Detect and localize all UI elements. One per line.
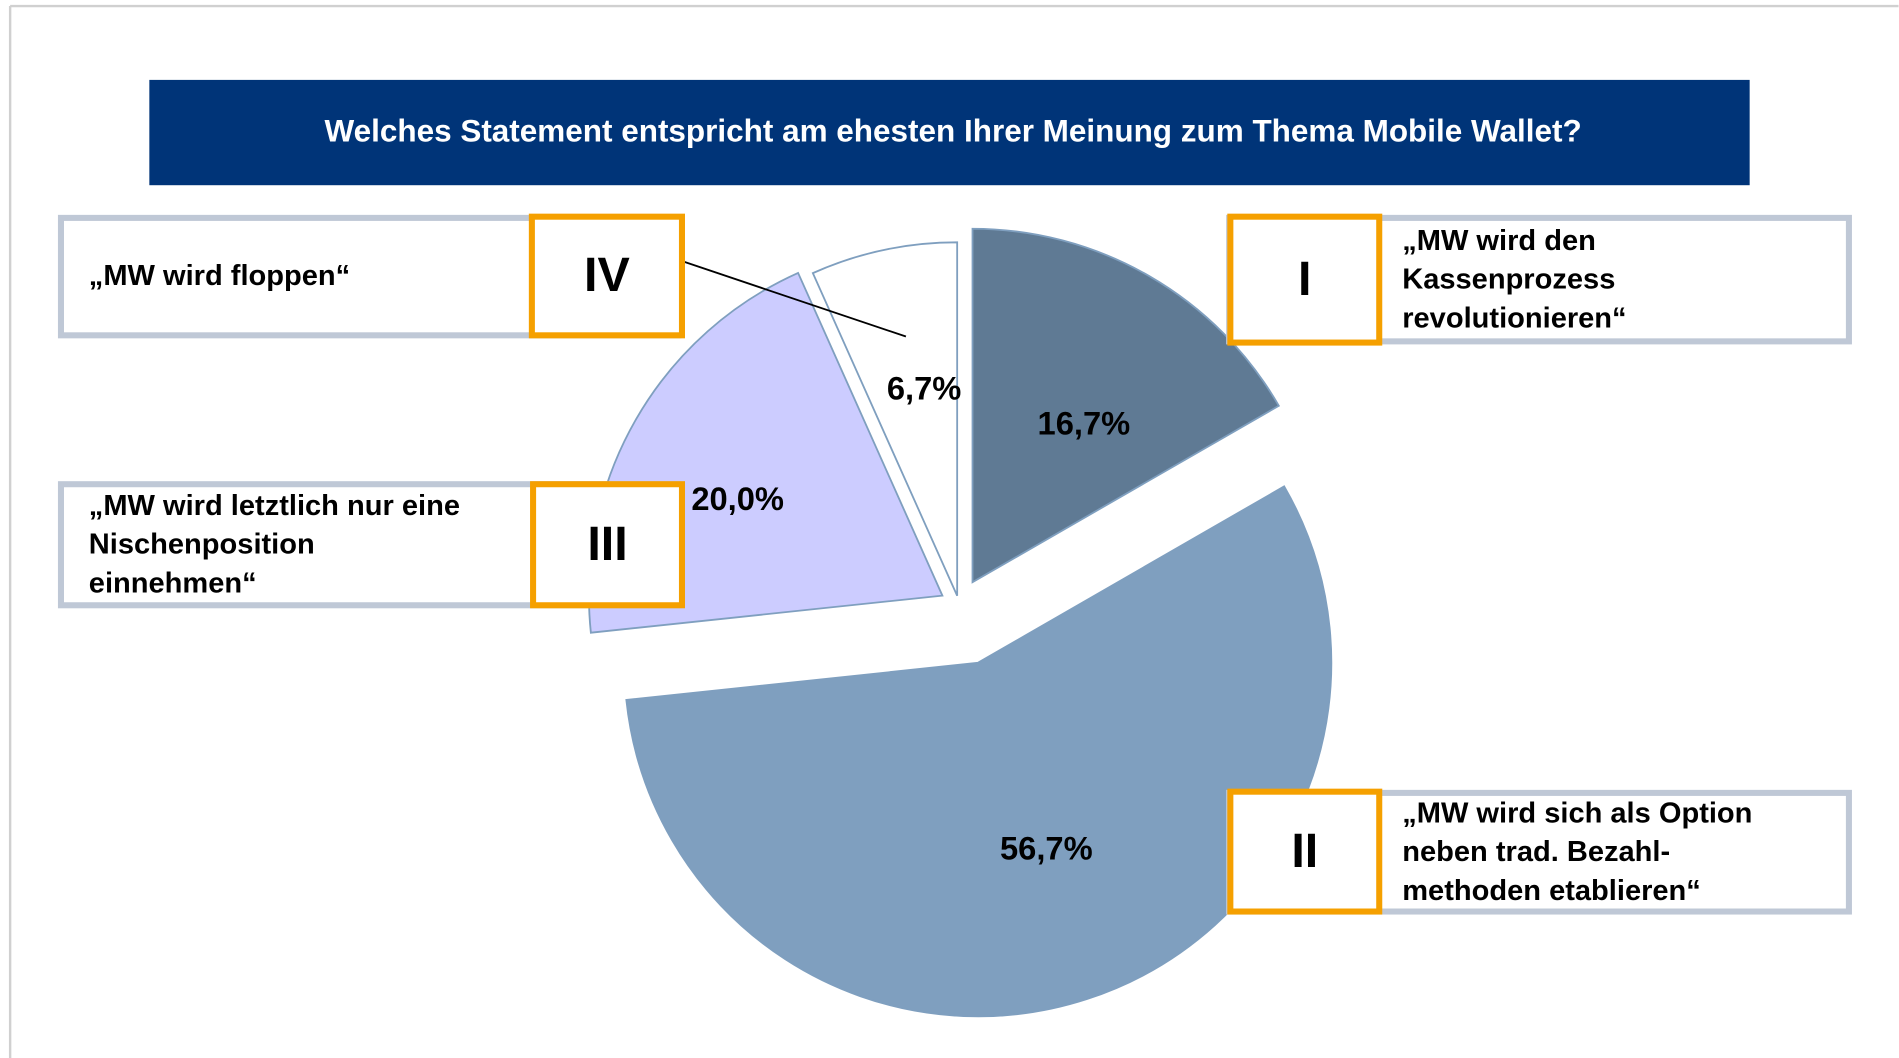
numeral-box [1227, 788, 1383, 915]
boxes: I „MW wird den Kassenprozess revolutioniere… [57, 213, 1852, 915]
pie-slice [625, 485, 1333, 1018]
statement-text: „MW wird letztlich nur eine [89, 490, 460, 522]
statement-text: Nischenposition [89, 529, 315, 561]
leader-line [679, 259, 907, 338]
title-bar [149, 79, 1750, 186]
statement-text: methoden etablieren“ [1402, 875, 1701, 907]
value-label: 6,7% [887, 370, 961, 407]
statement-text: neben trad. Bezahl- [1402, 836, 1670, 868]
value-label: 56,7% [1000, 830, 1093, 867]
numeral-box [528, 213, 685, 339]
numeral: IV [584, 248, 630, 302]
numeral: III [587, 517, 627, 571]
pie-slice [811, 241, 959, 597]
statement-text: einnehmen“ [89, 567, 257, 599]
numeral: II [1291, 824, 1318, 878]
statement-text: „MW wird den [1402, 225, 1596, 257]
numeral-box [530, 481, 685, 609]
numeral: I [1298, 252, 1311, 306]
value-label: 16,7% [1038, 405, 1131, 442]
statement-text: Kassenprozess [1402, 264, 1615, 296]
pie-slice [971, 227, 1281, 584]
statement-text: „MW wird sich als Option [1402, 797, 1752, 829]
statement-text: „MW wird floppen“ [89, 260, 350, 292]
numeral-box [1227, 213, 1383, 346]
value-label: 20,0% [691, 480, 784, 517]
statement-text: revolutionieren“ [1402, 302, 1626, 334]
chart-title: Welches Statement entspricht am ehesten … [325, 113, 1582, 148]
pie: 16,7% 56,7% 20,0% 6,7% [588, 227, 1333, 1018]
